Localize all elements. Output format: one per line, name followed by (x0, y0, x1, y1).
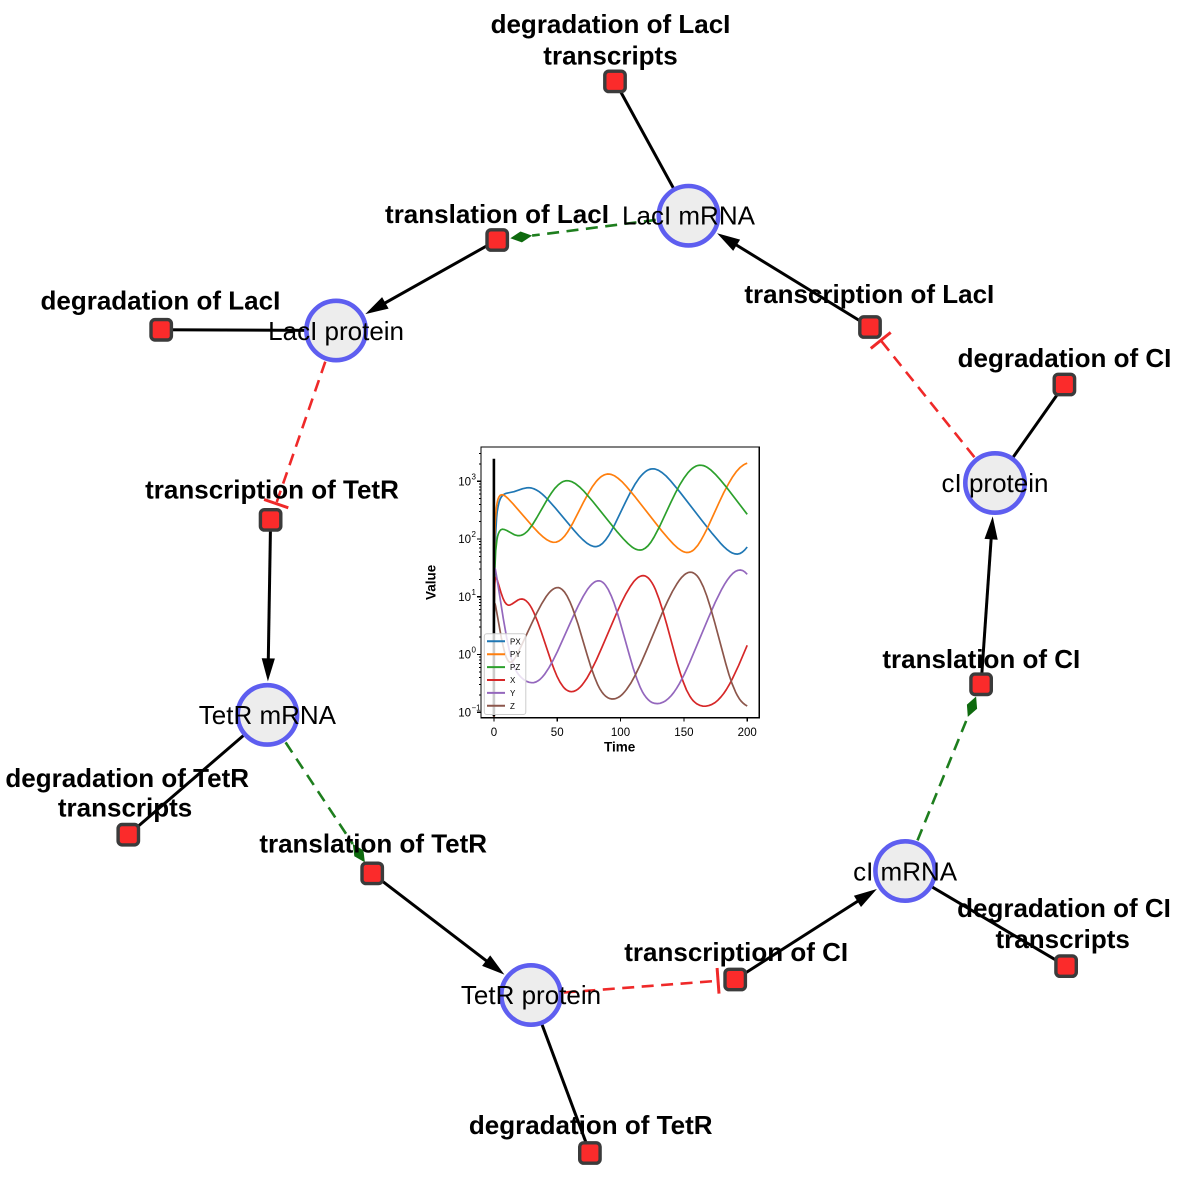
svg-text:Time: Time (604, 740, 636, 755)
svg-text:PY: PY (510, 650, 521, 659)
svg-text:LacI mRNA: LacI mRNA (622, 201, 756, 231)
svg-text:TetR protein: TetR protein (461, 980, 601, 1010)
svg-text:Y: Y (510, 689, 516, 698)
svg-text:Value: Value (424, 564, 439, 600)
svg-text:transcripts: transcripts (996, 924, 1130, 954)
svg-text:10: 10 (458, 707, 471, 719)
svg-text:LacI protein: LacI protein (268, 316, 404, 346)
svg-text:3: 3 (472, 472, 477, 481)
svg-text:translation of CI: translation of CI (882, 644, 1080, 674)
svg-text:10: 10 (458, 476, 471, 488)
svg-text:10: 10 (458, 650, 471, 662)
svg-text:10: 10 (458, 534, 471, 546)
svg-text:PZ: PZ (510, 663, 520, 672)
svg-text:cI protein: cI protein (942, 468, 1049, 498)
svg-text:cI mRNA: cI mRNA (853, 856, 958, 886)
svg-text:transcription of CI: transcription of CI (624, 937, 848, 967)
svg-text:100: 100 (611, 727, 630, 739)
svg-text:200: 200 (738, 727, 757, 739)
svg-text:PX: PX (510, 637, 521, 646)
svg-text:Z: Z (510, 702, 515, 711)
svg-text:−1: −1 (472, 703, 482, 712)
svg-text:degradation of CI: degradation of CI (958, 343, 1172, 373)
svg-text:degradation of CI: degradation of CI (957, 893, 1171, 923)
svg-text:150: 150 (674, 727, 693, 739)
svg-text:degradation of TetR: degradation of TetR (469, 1110, 713, 1140)
svg-text:translation of TetR: translation of TetR (259, 828, 487, 858)
svg-text:transcription of TetR: transcription of TetR (145, 475, 399, 505)
svg-text:degradation of LacI: degradation of LacI (491, 9, 731, 39)
svg-text:transcripts: transcripts (543, 41, 677, 71)
svg-text:degradation of TetR: degradation of TetR (5, 763, 249, 793)
svg-text:0: 0 (472, 646, 477, 655)
svg-text:1: 1 (472, 588, 477, 597)
svg-text:transcripts: transcripts (58, 793, 192, 823)
svg-text:transcription of LacI: transcription of LacI (744, 279, 994, 309)
svg-text:degradation of LacI: degradation of LacI (40, 286, 280, 316)
svg-text:TetR mRNA: TetR mRNA (199, 700, 337, 730)
svg-text:X: X (510, 676, 516, 685)
svg-text:10: 10 (458, 592, 471, 604)
svg-text:50: 50 (551, 727, 564, 739)
svg-text:2: 2 (472, 530, 477, 539)
svg-text:translation of LacI: translation of LacI (385, 199, 609, 229)
svg-text:0: 0 (491, 727, 497, 739)
